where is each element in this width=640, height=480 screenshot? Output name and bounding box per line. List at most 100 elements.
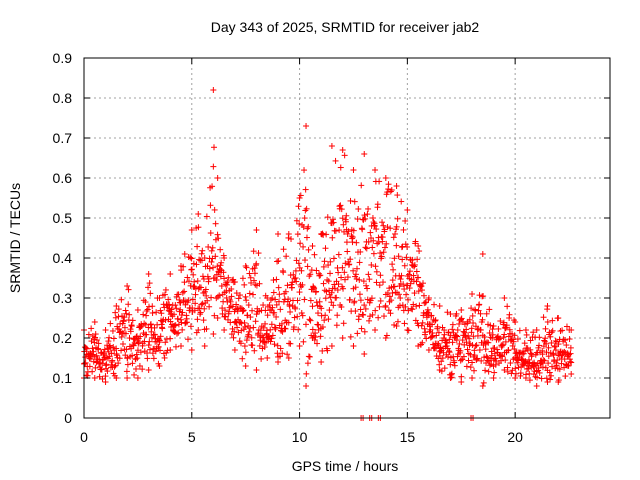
data-point xyxy=(465,332,472,339)
data-point xyxy=(486,362,493,369)
data-point xyxy=(181,279,188,286)
data-point xyxy=(284,282,291,289)
data-point xyxy=(379,234,386,241)
data-point xyxy=(360,278,367,285)
data-point xyxy=(145,367,152,373)
data-point xyxy=(181,288,188,295)
data-point xyxy=(243,297,250,304)
data-point xyxy=(250,324,257,331)
data-point xyxy=(525,362,532,369)
data-point xyxy=(118,347,125,354)
plot-frame xyxy=(83,57,611,419)
data-point xyxy=(155,343,162,350)
data-point xyxy=(115,313,122,320)
data-point xyxy=(228,293,235,300)
data-point xyxy=(419,319,426,326)
data-point xyxy=(550,352,557,359)
data-point xyxy=(526,377,533,384)
data-point xyxy=(517,370,524,377)
data-point xyxy=(385,307,392,314)
data-point xyxy=(294,313,301,320)
data-point xyxy=(551,342,558,349)
data-point xyxy=(278,320,285,327)
data-point xyxy=(300,243,307,250)
data-point xyxy=(453,332,460,339)
x-tick-label: 10 xyxy=(292,429,308,445)
data-point xyxy=(515,364,522,371)
data-point xyxy=(474,355,481,362)
data-point xyxy=(567,358,574,365)
data-point xyxy=(549,327,556,334)
data-point xyxy=(327,258,334,265)
data-point xyxy=(544,303,551,309)
data-point xyxy=(253,260,260,267)
data-point xyxy=(187,323,194,330)
data-point xyxy=(109,357,116,364)
data-point xyxy=(221,327,228,333)
data-point xyxy=(319,324,326,331)
data-point xyxy=(262,320,269,327)
data-point xyxy=(388,187,395,194)
data-point xyxy=(364,296,371,303)
x-axis-label: GPS time / hours xyxy=(292,458,399,474)
grid-lines xyxy=(84,58,610,418)
data-point xyxy=(309,335,316,341)
data-point xyxy=(420,292,427,299)
data-point xyxy=(318,359,325,365)
data-point xyxy=(116,329,123,336)
data-point xyxy=(136,362,143,369)
data-point xyxy=(131,371,138,378)
data-point xyxy=(436,367,443,373)
data-point xyxy=(281,325,288,332)
data-point xyxy=(250,277,257,284)
y-tick-label: 0.7 xyxy=(53,130,73,146)
data-point xyxy=(533,327,540,333)
data-point xyxy=(285,319,292,326)
data-point xyxy=(377,250,384,257)
data-point xyxy=(451,359,458,366)
data-point xyxy=(438,358,445,365)
data-point xyxy=(129,317,136,324)
data-point xyxy=(302,257,309,264)
data-point xyxy=(482,367,489,374)
data-point xyxy=(122,307,129,314)
data-point xyxy=(329,234,336,241)
data-point xyxy=(280,246,287,253)
data-point xyxy=(194,278,201,285)
data-point xyxy=(311,251,318,258)
data-point xyxy=(178,343,185,349)
data-point xyxy=(242,293,249,300)
data-point xyxy=(428,312,435,319)
data-point xyxy=(91,339,98,346)
data-point xyxy=(391,321,398,328)
data-point xyxy=(305,246,312,253)
data-point xyxy=(310,284,317,291)
data-point xyxy=(425,295,432,301)
data-point xyxy=(217,273,224,280)
data-point xyxy=(522,375,529,381)
data-point xyxy=(379,219,386,226)
data-point xyxy=(242,349,249,356)
data-point xyxy=(87,356,94,363)
data-point xyxy=(192,291,199,298)
data-point xyxy=(362,215,369,222)
data-point xyxy=(403,254,410,261)
data-point xyxy=(339,264,346,271)
data-point xyxy=(428,333,435,340)
data-point xyxy=(174,315,181,322)
data-point xyxy=(282,288,289,295)
data-point xyxy=(350,267,357,274)
data-point xyxy=(285,355,292,361)
data-point xyxy=(201,255,208,261)
data-point xyxy=(301,296,308,303)
data-point xyxy=(458,307,465,313)
data-point xyxy=(429,321,436,328)
data-point xyxy=(153,309,160,316)
data-point xyxy=(171,311,178,318)
data-point xyxy=(242,363,249,369)
data-point xyxy=(222,313,229,320)
data-point xyxy=(146,280,153,287)
data-point xyxy=(434,323,441,330)
data-point xyxy=(384,189,391,196)
data-point xyxy=(275,231,282,237)
